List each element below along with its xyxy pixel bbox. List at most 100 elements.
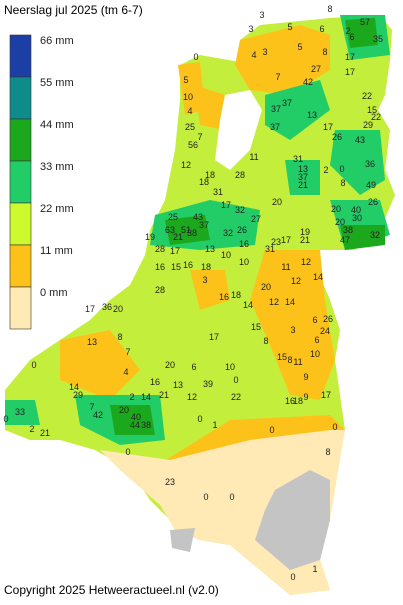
station-value: 57 [360,17,370,27]
station-value: 5 [287,22,292,32]
station-value: 0 [31,360,36,370]
station-value: 16 [285,396,295,406]
station-value: 18 [199,177,209,187]
station-value: 38 [187,228,197,238]
station-value: 18 [231,290,241,300]
no-data-area [170,528,195,552]
station-value: 13 [173,380,183,390]
legend-label: 33 mm [40,161,74,173]
station-value: 2 [345,26,350,36]
station-value: 33 [15,407,25,417]
station-value: 15 [277,352,287,362]
station-value: 8 [263,336,268,346]
very-wet-areas [110,18,385,435]
legend-swatch [9,286,32,330]
station-value: 29 [363,120,373,130]
station-value: 43 [355,135,365,145]
station-value: 20 [165,360,175,370]
station-value: 24 [320,326,330,336]
station-value: 1 [312,564,317,574]
station-value: 26 [323,314,333,324]
legend-swatch [9,244,32,288]
station-value: 27 [311,64,321,74]
station-value: 13 [87,337,97,347]
station-value: 8 [117,332,122,342]
station-value: 7 [125,347,130,357]
station-value: 36 [365,159,375,169]
station-value: 2 [129,392,134,402]
station-value: 27 [251,214,261,224]
station-value: 21 [40,428,50,438]
station-value: 9 [303,392,308,402]
station-value: 37 [199,220,209,230]
station-value: 14 [243,300,253,310]
station-value: 13 [205,244,215,254]
station-value: 11 [281,262,290,272]
station-value: 19 [145,232,155,242]
legend-label: 11 mm [40,245,73,257]
legend-label: 0 mm [40,287,68,299]
station-value: 22 [371,112,381,122]
station-value: 0 [203,492,208,502]
station-value: 0 [125,447,130,457]
station-value: 36 [102,302,112,312]
station-value: 21 [300,235,310,245]
station-value: 26 [237,225,247,235]
station-value: 20 [261,282,271,292]
station-value: 19 [300,227,310,237]
station-value: 21 [159,390,169,400]
station-value: 10 [239,257,249,267]
legend-swatch [9,76,32,120]
station-value: 28 [235,170,245,180]
station-value: 40 [131,412,141,422]
station-value: 7 [197,132,202,142]
station-value: 0 [229,492,234,502]
legend-swatch [9,202,32,246]
legend-label: 22 mm [40,203,74,215]
station-value: 23 [271,237,281,247]
station-value: 13 [307,110,317,120]
title: Neerslag jul 2025 (tm 6-7) [4,3,143,17]
station-value: 8 [325,447,330,457]
station-value: 23 [165,477,175,487]
station-value: 30 [352,213,362,223]
station-value: 12 [301,257,311,267]
station-value: 32 [235,205,245,215]
legend-label: 55 mm [40,77,74,89]
station-value: 16 [183,260,193,270]
station-value: 14 [141,392,151,402]
station-value: 35 [373,34,383,44]
station-value: 10 [310,349,320,359]
station-value: 5 [297,42,302,52]
station-value: 14 [285,297,295,307]
station-value: 16 [239,239,249,249]
station-value: 37 [282,98,292,108]
station-value: 18 [293,396,303,406]
station-value: 8 [327,4,332,14]
station-value: 16 [219,292,229,302]
station-value: 7 [89,402,94,412]
station-value: 22 [231,392,241,402]
station-value: 17 [85,304,95,314]
station-value: 6 [191,362,196,372]
station-value: 32 [223,228,233,238]
copyright: Copyright 2025 Hetweeractueel.nl (v2.0) [4,583,219,597]
station-value: 3 [248,24,253,34]
station-value: 17 [323,122,333,132]
station-value: 63 [165,225,175,235]
station-value: 20 [113,304,123,314]
station-value: 0 [233,375,238,385]
station-value: 25 [168,212,178,222]
station-value: 40 [351,205,361,215]
station-value: 17 [209,332,219,342]
station-value: 43 [193,212,203,222]
station-value: 2 [323,165,328,175]
station-value: 6 [349,32,354,42]
station-value: 42 [93,410,103,420]
station-value: 7 [275,72,280,82]
station-value: 13 [298,164,308,174]
station-value: 26 [332,132,342,142]
station-value: 0 [3,414,8,424]
station-value: 31 [213,187,223,197]
